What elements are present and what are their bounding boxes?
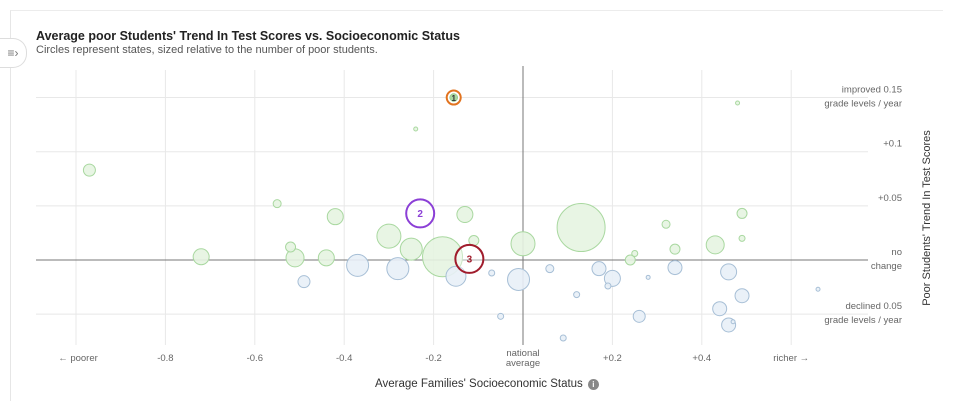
- sidebar-toggle-icon: ≡›: [7, 46, 19, 60]
- x-center-label: national: [506, 348, 539, 359]
- x-tick-label: -0.6: [247, 353, 263, 364]
- x-tick-label: +0.2: [603, 353, 622, 364]
- x-tick-label: richer →: [773, 353, 809, 364]
- state-point[interactable]: [720, 263, 738, 281]
- state-point[interactable]: [604, 282, 612, 290]
- y-tick-label: no: [891, 247, 902, 258]
- y-tick-label: change: [871, 261, 902, 272]
- chart-subtitle: Circles represent states, sized relative…: [36, 44, 378, 56]
- state-point[interactable]: [632, 309, 646, 323]
- tick-labels: ← poorer -0.8 -0.6 -0.4 -0.2 +0.2 +0.4 richer →…: [58, 85, 902, 369]
- highlight-inner-dot: [449, 93, 458, 102]
- highlight-ring-2[interactable]: [405, 198, 436, 229]
- state-point[interactable]: [730, 319, 736, 325]
- state-point[interactable]: [712, 301, 728, 317]
- highlight-label-1: 1: [451, 94, 456, 103]
- x-tick-label: ← poorer: [58, 353, 98, 364]
- state-point[interactable]: [317, 249, 335, 267]
- state-point[interactable]: [705, 235, 725, 255]
- grid: [36, 70, 868, 345]
- state-point[interactable]: [413, 126, 419, 132]
- y-tick-label: improved 0.15: [842, 85, 902, 96]
- state-point[interactable]: [669, 243, 681, 255]
- y-tick-label: +0.1: [883, 139, 902, 150]
- state-point[interactable]: [645, 274, 651, 280]
- state-point[interactable]: [603, 269, 621, 287]
- state-point[interactable]: [399, 237, 423, 261]
- state-point[interactable]: [456, 206, 474, 224]
- state-point[interactable]: [545, 264, 555, 274]
- state-point[interactable]: [661, 219, 671, 229]
- state-point[interactable]: [488, 269, 496, 277]
- state-point[interactable]: [631, 250, 639, 258]
- x-axis-label: Average Families' Socioeconomic Status: [375, 378, 583, 390]
- highlight-ring-3[interactable]: [454, 243, 485, 274]
- x-axis-title: Average Families' Socioeconomic Status i: [375, 378, 599, 390]
- y-tick-label: grade levels / year: [824, 99, 902, 110]
- info-icon[interactable]: i: [587, 378, 599, 390]
- y-tick-label: declined 0.05: [845, 301, 902, 312]
- state-point[interactable]: [559, 334, 567, 342]
- state-point[interactable]: [376, 223, 402, 249]
- y-tick-label: +0.05: [878, 193, 902, 204]
- y-axis-label: Poor Students' Trend In Test Scores: [921, 130, 933, 306]
- x-tick-label: -0.2: [425, 353, 441, 364]
- state-point[interactable]: [507, 267, 531, 291]
- state-point[interactable]: [285, 241, 297, 253]
- x-center-label: average: [506, 358, 540, 369]
- state-point[interactable]: [386, 257, 410, 281]
- state-point[interactable]: [326, 208, 344, 226]
- state-point[interactable]: [556, 203, 606, 253]
- data-points: [82, 100, 821, 342]
- chart-title: Average poor Students' Trend In Test Sco…: [36, 29, 460, 43]
- x-tick-label: -0.8: [157, 353, 173, 364]
- state-point[interactable]: [734, 288, 750, 304]
- state-point[interactable]: [272, 199, 282, 209]
- state-point[interactable]: [497, 312, 505, 320]
- state-point[interactable]: [815, 286, 821, 292]
- state-point[interactable]: [624, 254, 636, 266]
- state-point[interactable]: [736, 207, 748, 219]
- state-point[interactable]: [591, 261, 607, 277]
- state-point[interactable]: [346, 253, 370, 277]
- y-tick-label: grade levels / year: [824, 315, 902, 326]
- state-point[interactable]: [82, 163, 96, 177]
- x-tick-label: +0.4: [692, 353, 711, 364]
- highlighted-states: 1 2 3: [405, 89, 485, 274]
- highlight-label-2: 2: [417, 209, 423, 220]
- x-tick-label: -0.4: [336, 353, 352, 364]
- highlight-label-3: 3: [467, 254, 473, 265]
- state-point[interactable]: [735, 100, 741, 106]
- state-point[interactable]: [573, 291, 581, 299]
- sidebar-toggle-button[interactable]: ≡›: [0, 38, 27, 68]
- state-point[interactable]: [192, 248, 210, 266]
- state-point[interactable]: [510, 231, 536, 257]
- state-point[interactable]: [738, 234, 746, 242]
- state-point[interactable]: [297, 275, 311, 289]
- state-point[interactable]: [667, 260, 683, 276]
